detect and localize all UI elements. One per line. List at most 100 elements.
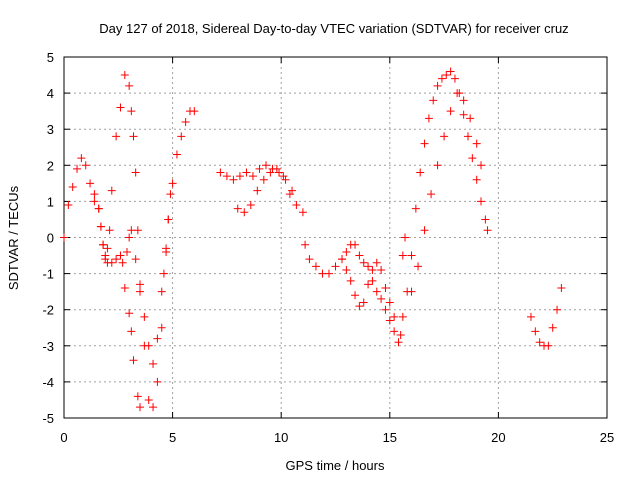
- data-point-marker: [351, 240, 360, 249]
- data-point-marker: [272, 164, 281, 173]
- y-tick-label: -3: [42, 339, 54, 354]
- data-point-marker: [355, 251, 364, 260]
- x-tick-label: 25: [600, 430, 614, 445]
- data-point-marker: [190, 107, 199, 116]
- data-point-marker: [355, 302, 364, 311]
- data-point-marker: [351, 291, 360, 300]
- data-point-marker: [222, 172, 231, 181]
- data-point-marker: [346, 276, 355, 285]
- data-point-marker: [129, 356, 138, 365]
- x-tick-label: 5: [169, 430, 176, 445]
- chart-title: Day 127 of 2018, Sidereal Day-to-day VTE…: [99, 21, 568, 36]
- data-point-marker: [116, 103, 125, 112]
- data-point-marker: [446, 107, 455, 116]
- data-point-marker: [427, 190, 436, 199]
- data-point-marker: [459, 110, 468, 119]
- data-point-marker: [259, 175, 268, 184]
- data-point-marker: [298, 208, 307, 217]
- data-point-marker: [553, 305, 562, 314]
- data-point-marker: [255, 164, 264, 173]
- data-point-marker: [483, 226, 492, 235]
- data-point-marker: [396, 330, 405, 339]
- data-point-marker: [101, 251, 110, 260]
- data-point-marker: [385, 298, 394, 307]
- data-point-marker: [424, 114, 433, 123]
- data-point-marker: [253, 186, 262, 195]
- data-point-marker: [90, 197, 99, 206]
- data-point-marker: [164, 215, 173, 224]
- data-point-marker: [420, 139, 429, 148]
- data-point-marker: [338, 255, 347, 264]
- data-point-marker: [411, 204, 420, 213]
- data-point-marker: [153, 377, 162, 386]
- y-tick-label: -2: [42, 303, 54, 318]
- data-point-marker: [107, 258, 116, 267]
- data-point-marker: [437, 74, 446, 83]
- data-point-marker: [463, 132, 472, 141]
- data-point-marker: [248, 172, 257, 181]
- data-point-marker: [240, 208, 249, 217]
- data-point-marker: [77, 154, 86, 163]
- y-tick-label: -1: [42, 267, 54, 282]
- data-point-marker: [159, 269, 168, 278]
- data-point-marker: [407, 251, 416, 260]
- data-point-marker: [531, 327, 540, 336]
- data-point-marker: [242, 168, 251, 177]
- data-point-marker: [324, 269, 333, 278]
- data-point-marker: [544, 341, 553, 350]
- data-point-marker: [90, 190, 99, 199]
- x-tick-label: 0: [60, 430, 67, 445]
- data-point-marker: [377, 294, 386, 303]
- x-tick-label: 10: [274, 430, 288, 445]
- data-point-marker: [472, 139, 481, 148]
- data-point-marker: [235, 172, 244, 181]
- data-point-marker: [116, 251, 125, 260]
- data-point-marker: [466, 114, 475, 123]
- data-point-marker: [416, 168, 425, 177]
- data-point-marker: [127, 226, 136, 235]
- data-point-marker: [266, 168, 275, 177]
- data-point-marker: [96, 222, 105, 231]
- data-point-marker: [136, 280, 145, 289]
- data-point-marker: [557, 284, 566, 293]
- data-point-marker: [279, 172, 288, 181]
- data-point-marker: [398, 312, 407, 321]
- data-point-marker: [292, 201, 301, 210]
- data-point-marker: [94, 204, 103, 213]
- data-point-marker: [453, 89, 462, 98]
- data-point-marker: [385, 316, 394, 325]
- data-point-marker: [440, 132, 449, 141]
- data-point-marker: [398, 251, 407, 260]
- y-tick-label: 2: [47, 158, 54, 173]
- data-point-marker: [526, 312, 535, 321]
- data-point-marker: [133, 392, 142, 401]
- data-point-marker: [153, 334, 162, 343]
- data-point-marker: [112, 255, 121, 264]
- data-point-marker: [311, 262, 320, 271]
- data-point-marker: [86, 179, 95, 188]
- y-tick-label: 3: [47, 122, 54, 137]
- data-point-marker: [120, 284, 129, 293]
- data-point-marker: [433, 161, 442, 170]
- data-point-marker: [342, 265, 351, 274]
- data-point-marker: [450, 74, 459, 83]
- data-point-marker: [60, 233, 68, 242]
- data-point-marker: [381, 305, 390, 314]
- data-point-marker: [216, 168, 225, 177]
- data-point-marker: [407, 287, 416, 296]
- y-tick-label: 4: [47, 86, 54, 101]
- y-tick-label: 1: [47, 194, 54, 209]
- data-point-marker: [144, 395, 153, 404]
- data-point-marker: [131, 168, 140, 177]
- data-point-marker: [177, 132, 186, 141]
- data-point-marker: [420, 226, 429, 235]
- data-point-marker: [368, 265, 377, 274]
- data-point-marker: [140, 312, 149, 321]
- data-point-marker: [107, 186, 116, 195]
- y-tick-label: 5: [47, 50, 54, 65]
- data-point-marker: [535, 338, 544, 347]
- data-point-marker: [166, 190, 175, 199]
- data-point-marker: [459, 96, 468, 105]
- data-point-marker: [168, 179, 177, 188]
- data-point-marker: [136, 403, 145, 412]
